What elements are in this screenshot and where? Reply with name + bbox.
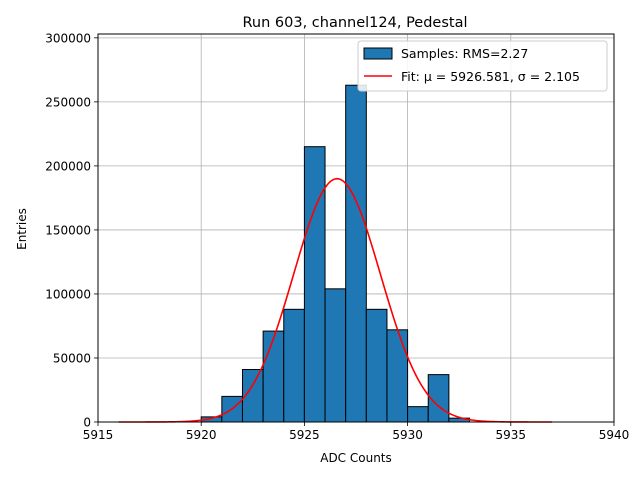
y-tick-label: 150000 xyxy=(45,223,91,237)
legend-label-samples: Samples: RMS=2.27 xyxy=(401,46,528,61)
histogram-bar xyxy=(386,329,409,423)
histogram-bar xyxy=(365,308,388,423)
legend: Samples: RMS=2.27 Fit: μ = 5926.581, σ =… xyxy=(357,40,608,92)
x-tick-label: 5940 xyxy=(599,428,630,442)
histogram-bar xyxy=(407,406,429,423)
x-tick-label: 5925 xyxy=(289,428,320,442)
y-axis-ticks: 0 50000 100000 150000 200000 250000 300000 xyxy=(45,31,98,430)
x-tick-label: 5915 xyxy=(83,428,114,442)
legend-box xyxy=(357,40,608,92)
chart-title: Run 603, channel124, Pedestal xyxy=(242,15,467,31)
histogram-bar xyxy=(345,84,367,423)
histogram-bar xyxy=(303,146,326,423)
histogram-bars xyxy=(200,84,471,423)
y-tick-label: 0 xyxy=(83,416,91,430)
x-axis-ticks: 5915 5920 5925 5930 5935 5940 xyxy=(83,422,630,442)
fit-curve xyxy=(118,177,553,423)
y-tick-label: 200000 xyxy=(45,159,91,173)
histogram-bar xyxy=(262,330,285,423)
histogram-bar xyxy=(324,288,347,423)
plot-frame xyxy=(97,33,615,423)
y-tick-label: 300000 xyxy=(45,31,91,45)
x-tick-label: 5935 xyxy=(496,428,527,442)
x-tick-label: 5930 xyxy=(392,428,423,442)
y-axis-label: Entries xyxy=(15,208,29,250)
histogram-bar xyxy=(283,308,305,423)
y-tick-label: 50000 xyxy=(53,351,91,365)
y-tick-label: 250000 xyxy=(45,95,91,109)
legend-swatch-samples xyxy=(363,47,393,60)
y-tick-label: 100000 xyxy=(45,287,91,301)
x-axis-label: ADC Counts xyxy=(320,451,392,465)
x-tick-label: 5920 xyxy=(186,428,217,442)
legend-label-fit: Fit: μ = 5926.581, σ = 2.105 xyxy=(401,69,580,84)
